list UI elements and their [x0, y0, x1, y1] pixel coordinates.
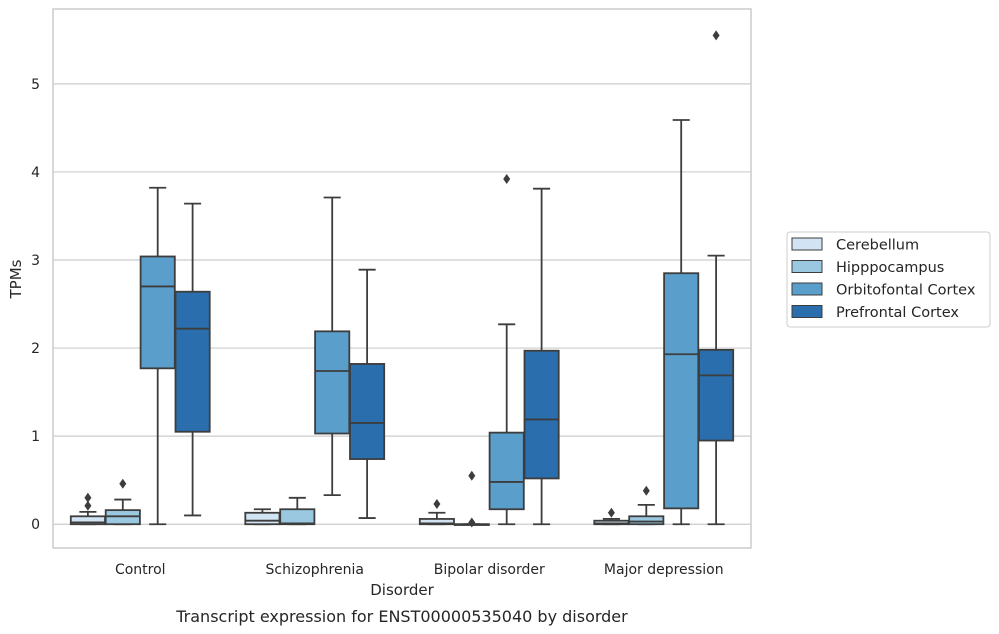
box-body [314, 330, 351, 435]
box [628, 485, 665, 526]
legend-label: Cerebellum [836, 238, 919, 254]
legend-swatch [791, 260, 823, 273]
box-body [523, 349, 560, 480]
box-body [488, 431, 525, 511]
box-body [174, 290, 211, 433]
x-tick-labels: Control Schizophrenia Bipolar disorder Majo… [115, 562, 724, 578]
legend-label: Hipppocampus [836, 260, 944, 276]
legend: Cerebellum Hipppocampus Orbitofontal Corte… [786, 231, 991, 328]
x-tick-label: Control [115, 562, 166, 578]
box [314, 196, 351, 497]
y-tick-labels: 0 1 2 3 4 5 [31, 77, 40, 533]
chart-caption: Transcript expression for ENST0000053504… [175, 607, 628, 626]
x-tick-label: Major depression [604, 562, 724, 578]
outlier-point [642, 485, 650, 496]
box [104, 478, 141, 526]
box [663, 119, 700, 526]
legend-swatch [791, 282, 823, 296]
outlier-point [607, 507, 615, 518]
box [279, 496, 316, 526]
outlier-point [84, 492, 92, 503]
legend-label: Prefrontal Cortex [836, 305, 959, 321]
y-tick-label: 0 [31, 517, 40, 533]
outlier-point [468, 470, 476, 481]
box-body [663, 272, 700, 510]
box-group [69, 30, 735, 528]
y-tick-label: 1 [31, 429, 40, 445]
outlier-point [503, 173, 511, 184]
legend-label: Orbitofontal Cortex [836, 283, 976, 299]
outlier-point [468, 517, 476, 528]
box [523, 187, 560, 526]
x-tick-label: Schizophrenia [266, 562, 364, 578]
box-body [139, 255, 176, 370]
box-body [628, 515, 665, 526]
outlier-point [119, 478, 127, 489]
x-axis-title: Disorder [370, 581, 434, 599]
box [174, 202, 211, 517]
y-tick-label: 4 [31, 165, 40, 181]
box [418, 498, 455, 526]
legend-frame [786, 231, 991, 328]
box [453, 470, 490, 528]
y-tick-label: 5 [31, 77, 40, 93]
legend-swatch [791, 237, 823, 251]
box-body [349, 363, 386, 460]
box-body [698, 348, 735, 442]
y-axis-title: TPMs [7, 259, 25, 299]
y-tick-label: 2 [31, 341, 40, 357]
box [349, 268, 386, 519]
y-tick-label: 3 [31, 253, 40, 269]
x-tick-label: Bipolar disorder [434, 562, 545, 578]
outlier-point [712, 30, 720, 41]
box-body [279, 508, 316, 526]
outlier-point [433, 498, 441, 509]
box-body [244, 511, 281, 526]
box [698, 30, 735, 526]
legend-swatch [791, 305, 823, 318]
plot-frame [52, 8, 752, 549]
outlier-point [84, 500, 92, 511]
